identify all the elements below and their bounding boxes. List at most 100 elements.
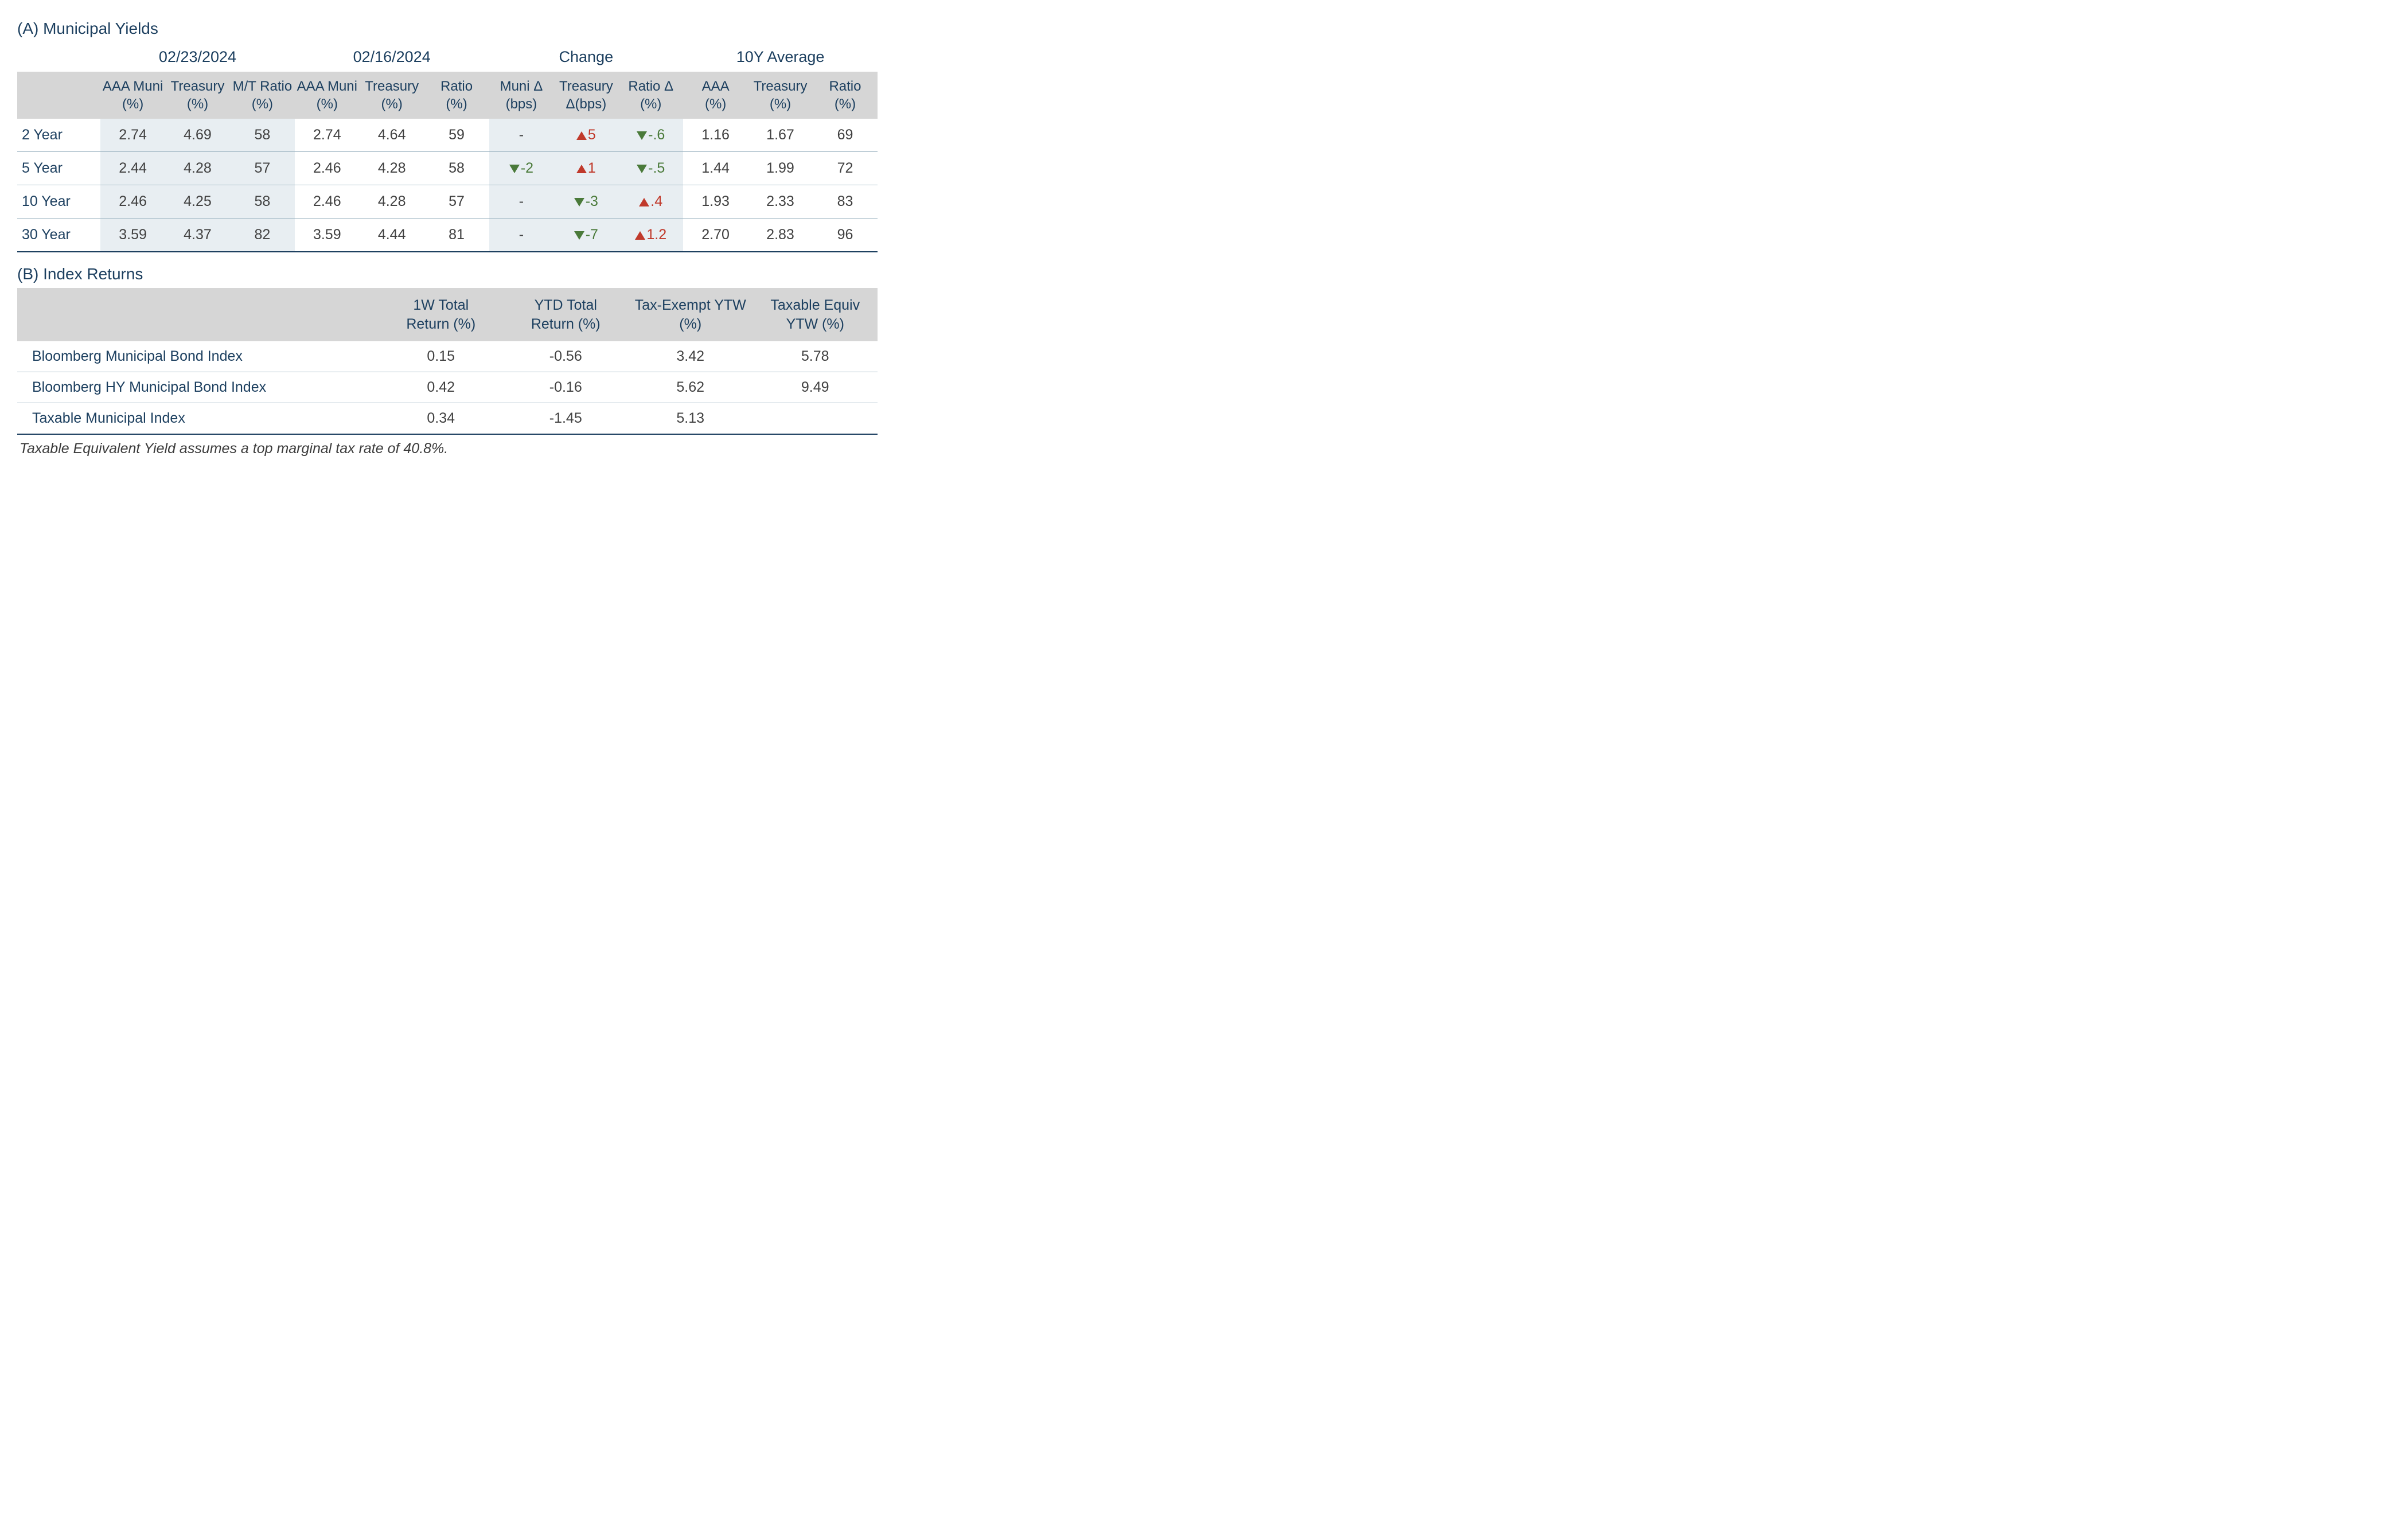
cell: 58 [230, 185, 295, 219]
cell: -1.45 [504, 403, 629, 435]
cell: 2.44 [100, 152, 165, 185]
cell: 4.64 [360, 119, 424, 152]
down-arrow-icon [574, 231, 584, 240]
col-header: AAA(%) [683, 72, 748, 119]
cell: 3.42 [628, 341, 753, 372]
cell: 3.59 [295, 219, 360, 252]
cell: 2.46 [295, 152, 360, 185]
down-arrow-icon [574, 198, 584, 206]
cell: -.5 [618, 152, 683, 185]
cell: 58 [424, 152, 489, 185]
cell: 5.13 [628, 403, 753, 435]
cell: 0.34 [379, 403, 504, 435]
cell: -.6 [618, 119, 683, 152]
cell: 1.2 [618, 219, 683, 252]
cell: - [489, 185, 554, 219]
blank-header [17, 42, 100, 72]
cell: 0.42 [379, 372, 504, 403]
cell: 2.74 [295, 119, 360, 152]
index-name: Taxable Municipal Index [17, 403, 379, 435]
cell: 96 [813, 219, 878, 252]
col-header: Muni Δ(bps) [489, 72, 554, 119]
col-header: M/T Ratio(%) [230, 72, 295, 119]
table-row: 10 Year2.464.25582.464.2857--3.41.932.33… [17, 185, 878, 219]
cell: 1.44 [683, 152, 748, 185]
col-header: Ratio(%) [813, 72, 878, 119]
cell: .4 [618, 185, 683, 219]
blank-header [17, 288, 379, 341]
col-header: Treasury(%) [748, 72, 813, 119]
col-header: Treasury(%) [360, 72, 424, 119]
cell: 1.99 [748, 152, 813, 185]
sub-header-row: AAA Muni(%) Treasury(%) M/T Ratio(%) AAA… [17, 72, 878, 119]
municipal-yields-table: 02/23/2024 02/16/2024 Change 10Y Average… [17, 42, 878, 252]
cell: -0.56 [504, 341, 629, 372]
row-label: 10 Year [17, 185, 100, 219]
cell: 4.69 [165, 119, 230, 152]
col-header: Tax-Exempt YTW(%) [628, 288, 753, 341]
cell: -2 [489, 152, 554, 185]
cell: - [489, 219, 554, 252]
cell: 5.78 [753, 341, 878, 372]
cell: -0.16 [504, 372, 629, 403]
up-arrow-icon [635, 231, 645, 240]
cell: 1.16 [683, 119, 748, 152]
up-arrow-icon [576, 131, 587, 140]
up-arrow-icon [639, 198, 649, 206]
cell: 1.67 [748, 119, 813, 152]
col-header: AAA Muni(%) [100, 72, 165, 119]
cell: 4.28 [360, 152, 424, 185]
cell: 4.37 [165, 219, 230, 252]
cell: 2.83 [748, 219, 813, 252]
super-header: 02/16/2024 [295, 42, 489, 72]
index-name: Bloomberg Municipal Bond Index [17, 341, 379, 372]
table-row: Bloomberg HY Municipal Bond Index0.42-0.… [17, 372, 878, 403]
col-header: YTD TotalReturn (%) [504, 288, 629, 341]
cell: 83 [813, 185, 878, 219]
cell: 9.49 [753, 372, 878, 403]
cell: 3.59 [100, 219, 165, 252]
cell: 2.46 [100, 185, 165, 219]
down-arrow-icon [637, 131, 647, 140]
cell: -7 [553, 219, 618, 252]
cell: 4.28 [165, 152, 230, 185]
cell: - [489, 119, 554, 152]
table-row: Taxable Municipal Index0.34-1.455.13 [17, 403, 878, 435]
section-b-title: (B) Index Returns [17, 265, 878, 283]
table-row: 2 Year2.744.69582.744.6459-5-.61.161.676… [17, 119, 878, 152]
cell: -3 [553, 185, 618, 219]
col-header: 1W TotalReturn (%) [379, 288, 504, 341]
cell: 1.93 [683, 185, 748, 219]
cell: 58 [230, 119, 295, 152]
cell [753, 403, 878, 435]
col-header: Taxable EquivYTW (%) [753, 288, 878, 341]
super-header: Change [489, 42, 684, 72]
cell: 59 [424, 119, 489, 152]
cell: 69 [813, 119, 878, 152]
table-row: 5 Year2.444.28572.464.2858-21-.51.441.99… [17, 152, 878, 185]
header-row: 1W TotalReturn (%) YTD TotalReturn (%) T… [17, 288, 878, 341]
super-header-row: 02/23/2024 02/16/2024 Change 10Y Average [17, 42, 878, 72]
cell: 81 [424, 219, 489, 252]
cell: 4.28 [360, 185, 424, 219]
blank-header [17, 72, 100, 119]
cell: 5.62 [628, 372, 753, 403]
col-header: AAA Muni(%) [295, 72, 360, 119]
cell: 2.74 [100, 119, 165, 152]
up-arrow-icon [576, 165, 587, 173]
section-a-title: (A) Municipal Yields [17, 20, 878, 38]
cell: 57 [230, 152, 295, 185]
cell: 2.70 [683, 219, 748, 252]
cell: 0.15 [379, 341, 504, 372]
cell: 1 [553, 152, 618, 185]
row-label: 30 Year [17, 219, 100, 252]
cell: 2.46 [295, 185, 360, 219]
super-header: 02/23/2024 [100, 42, 295, 72]
cell: 4.25 [165, 185, 230, 219]
index-returns-table: 1W TotalReturn (%) YTD TotalReturn (%) T… [17, 288, 878, 435]
col-header: Treasury(%) [165, 72, 230, 119]
col-header: Ratio Δ(%) [618, 72, 683, 119]
row-label: 5 Year [17, 152, 100, 185]
down-arrow-icon [509, 165, 520, 173]
cell: 2.33 [748, 185, 813, 219]
